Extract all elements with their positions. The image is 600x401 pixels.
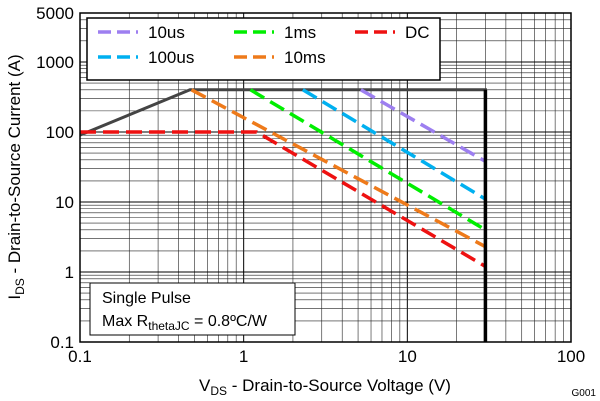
legend-label-DC: DC (405, 23, 430, 42)
legend: 10us 1ms DC 100us 10ms (86, 17, 441, 81)
y-tick-label: 0.1 (50, 333, 74, 352)
series-line-10ms (190, 88, 487, 249)
plot-frame (79, 12, 572, 343)
annotation-line2: Max RthetaJC = 0.8ºC/W (102, 313, 268, 333)
series-line-10us (359, 88, 487, 163)
y-axis-label-rest: - Drain-to-Source Current (A) (5, 54, 24, 278)
legend-label-1ms: 1ms (284, 23, 316, 42)
annotation-line2-pre: Max R (102, 313, 148, 330)
y-axis-label: IDS - Drain-to-Source Current (A) (5, 54, 27, 299)
x-tick-label: 100 (557, 347, 585, 366)
annotation-box (89, 282, 296, 336)
series-line-100us (301, 88, 487, 201)
y-tick-label: 1 (65, 263, 74, 282)
x-tick-label: 10 (398, 347, 417, 366)
y-axis-label-main: I (5, 295, 24, 300)
figure-id: G001 (572, 388, 597, 399)
series-line-DC (80, 130, 487, 268)
x-axis-label-main: V (199, 376, 211, 395)
x-axis-label-rest: - Drain-to-Source Voltage (V) (227, 376, 451, 395)
y-tick-label: 10 (55, 193, 74, 212)
x-axis-label: VDS - Drain-to-Source Voltage (V) (199, 376, 451, 398)
x-tick-labels: 0.1 1 10 100 (68, 347, 585, 366)
legend-box (86, 17, 441, 81)
annotation-line2-sub: thetaJC (148, 319, 190, 333)
legend-label-100us: 100us (148, 48, 194, 67)
annotation-line2-post: = 0.8ºC/W (190, 313, 268, 330)
annotation-line1: Single Pulse (102, 290, 191, 307)
annotation: Single Pulse Max RthetaJC = 0.8ºC/W (89, 282, 296, 336)
legend-label-10us: 10us (148, 23, 185, 42)
x-tick-label: 0.1 (68, 347, 92, 366)
y-tick-labels: 0.1 1 10 100 1000 5000 (36, 4, 74, 352)
x-axis-label-sub: DS (210, 384, 227, 398)
legend-label-10ms: 10ms (284, 48, 326, 67)
y-tick-label: 5000 (36, 4, 74, 23)
x-tick-label: 1 (239, 347, 248, 366)
y-tick-label: 100 (46, 123, 74, 142)
chart-series (79, 88, 488, 342)
y-axis-label-sub: DS (13, 278, 27, 295)
y-tick-label: 1000 (36, 53, 74, 72)
